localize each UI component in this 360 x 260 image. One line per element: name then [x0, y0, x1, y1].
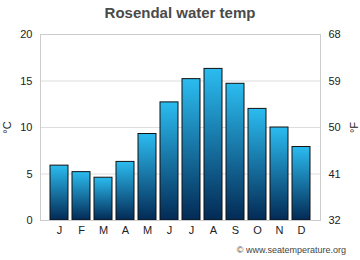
svg-text:J: J: [189, 224, 195, 236]
svg-text:M: M: [143, 224, 152, 236]
svg-text:5: 5: [26, 168, 32, 180]
svg-text:M: M: [99, 224, 108, 236]
svg-text:D: D: [298, 224, 306, 236]
html-text:Rosendal water temp: Rosendal water temp: [104, 4, 256, 21]
svg-text:50: 50: [329, 121, 341, 133]
svg-text:0: 0: [26, 214, 32, 226]
svg-text:F: F: [78, 224, 85, 236]
svg-text:32: 32: [329, 214, 341, 226]
svg-text:A: A: [210, 224, 218, 236]
svg-text:20: 20: [20, 28, 32, 40]
svg-text:O: O: [253, 224, 262, 236]
svg-text:15: 15: [20, 75, 32, 87]
svg-text:°F: °F: [348, 122, 360, 133]
svg-text:41: 41: [329, 168, 341, 180]
svg-text:59: 59: [329, 75, 341, 87]
svg-text:J: J: [57, 224, 63, 236]
svg-text:68: 68: [329, 28, 341, 40]
svg-text:°C: °C: [1, 121, 13, 133]
svg-text:S: S: [232, 224, 239, 236]
html-text:© www.seatemperature.org: © www.seatemperature.org: [236, 245, 346, 255]
svg-text:J: J: [167, 224, 173, 236]
svg-text:N: N: [276, 224, 284, 236]
svg-text:A: A: [122, 224, 130, 236]
svg-text:10: 10: [20, 121, 32, 133]
